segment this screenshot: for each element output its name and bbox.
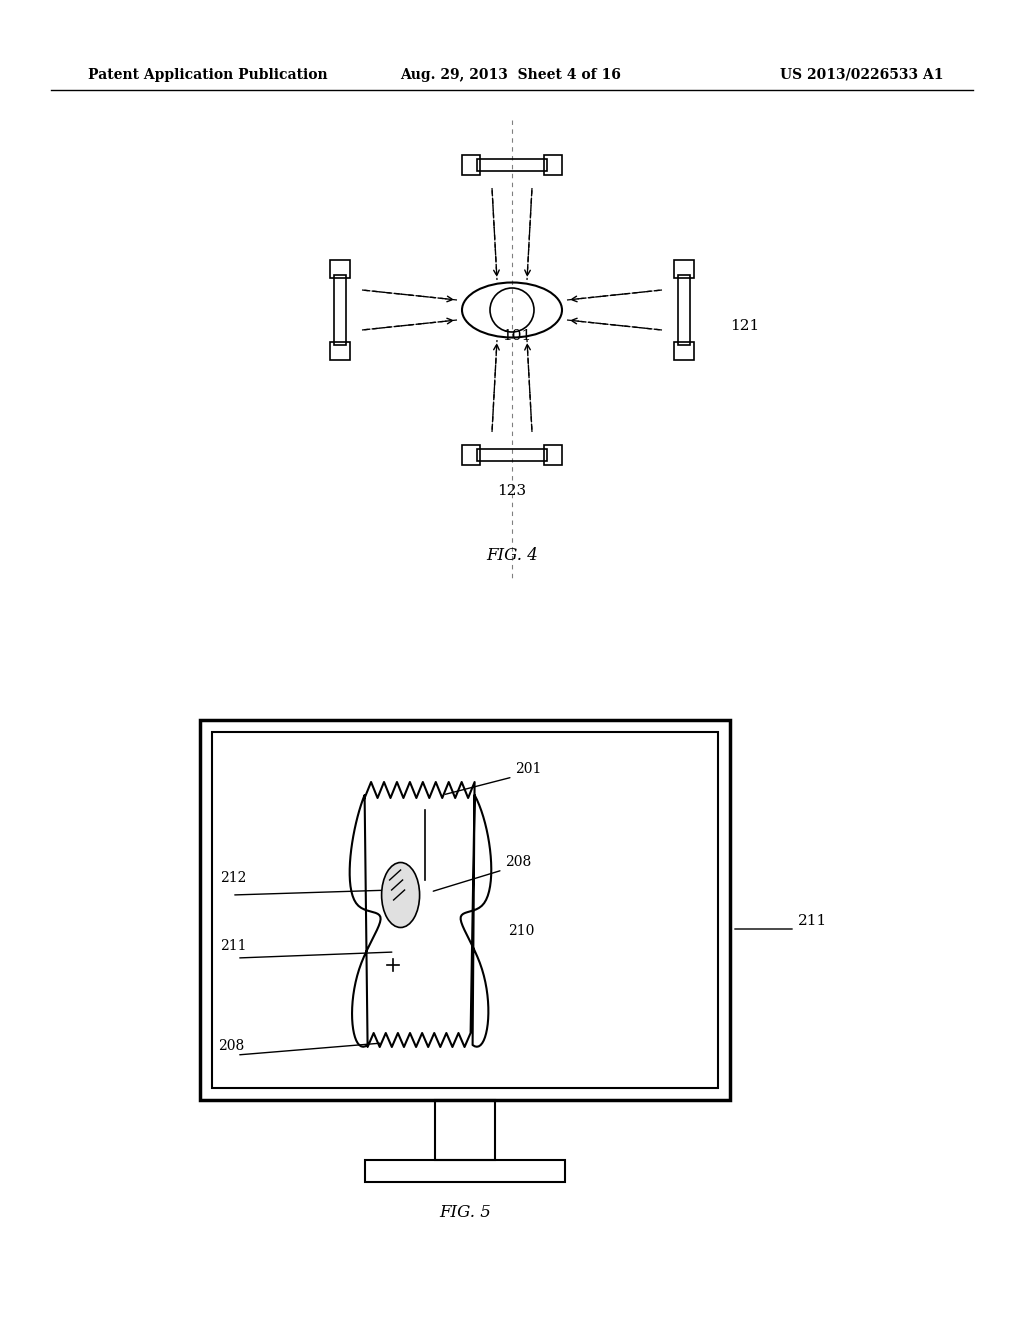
- Text: 212: 212: [220, 871, 247, 884]
- Text: 101: 101: [503, 329, 531, 343]
- Bar: [330, 342, 350, 360]
- Text: 208: 208: [505, 855, 530, 869]
- Bar: [334, 275, 346, 345]
- Bar: [674, 342, 694, 360]
- Text: 121: 121: [730, 319, 759, 333]
- Bar: [212, 733, 718, 1088]
- Ellipse shape: [382, 862, 420, 928]
- Text: 201: 201: [515, 762, 541, 776]
- Bar: [477, 449, 547, 461]
- Bar: [674, 260, 694, 279]
- Bar: [678, 275, 690, 345]
- Text: Patent Application Publication: Patent Application Publication: [88, 69, 328, 82]
- Bar: [462, 445, 480, 465]
- Text: FIG. 5: FIG. 5: [439, 1204, 490, 1221]
- Text: 211: 211: [220, 939, 247, 953]
- Text: 211: 211: [798, 915, 827, 928]
- Bar: [435, 1100, 495, 1160]
- Text: US 2013/0226533 A1: US 2013/0226533 A1: [780, 69, 943, 82]
- Bar: [462, 154, 480, 176]
- Bar: [477, 158, 547, 172]
- Bar: [544, 445, 562, 465]
- Text: FIG. 4: FIG. 4: [486, 546, 538, 564]
- Bar: [365, 1160, 565, 1181]
- Text: 210: 210: [508, 924, 534, 939]
- Bar: [544, 154, 562, 176]
- Bar: [200, 719, 730, 1100]
- Bar: [330, 260, 350, 279]
- Text: 208: 208: [218, 1039, 245, 1053]
- Polygon shape: [349, 781, 492, 1047]
- Text: Aug. 29, 2013  Sheet 4 of 16: Aug. 29, 2013 Sheet 4 of 16: [400, 69, 621, 82]
- Text: 123: 123: [498, 484, 526, 498]
